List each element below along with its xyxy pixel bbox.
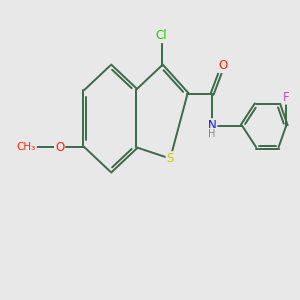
Text: CH₃: CH₃ [17, 142, 36, 152]
Text: S: S [167, 152, 174, 165]
Text: Cl: Cl [156, 29, 167, 42]
Text: H: H [208, 129, 216, 139]
Text: N: N [208, 119, 217, 132]
Text: F: F [283, 91, 290, 103]
Text: O: O [55, 141, 64, 154]
Text: O: O [218, 59, 227, 72]
